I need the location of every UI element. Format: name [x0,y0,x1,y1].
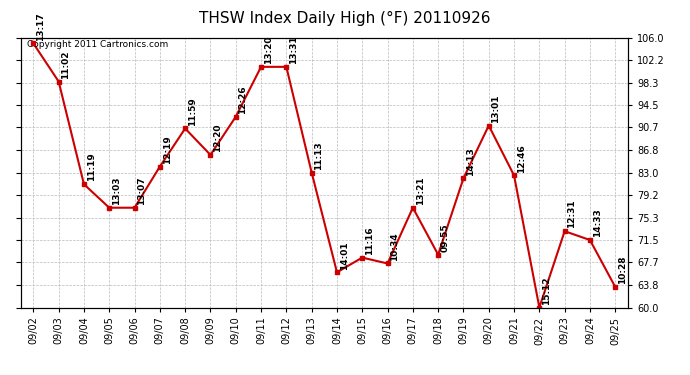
Text: 10:34: 10:34 [391,232,400,261]
Text: Copyright 2011 Cartronics.com: Copyright 2011 Cartronics.com [27,40,168,49]
Text: THSW Index Daily High (°F) 20110926: THSW Index Daily High (°F) 20110926 [199,11,491,26]
Text: 13:03: 13:03 [112,177,121,205]
Text: 14:01: 14:01 [339,241,348,270]
Text: 10:28: 10:28 [618,256,627,284]
Text: 14:13: 14:13 [466,147,475,176]
Text: 13:07: 13:07 [137,176,146,205]
Text: 11:02: 11:02 [61,50,70,79]
Text: 11:19: 11:19 [87,153,96,182]
Text: 11:13: 11:13 [315,141,324,170]
Text: 11:16: 11:16 [365,226,374,255]
Text: 11:59: 11:59 [188,97,197,126]
Text: 13:17: 13:17 [36,12,45,40]
Text: 13:01: 13:01 [491,94,500,123]
Text: 12:20: 12:20 [213,124,222,152]
Text: 12:46: 12:46 [517,144,526,172]
Text: 15:12: 15:12 [542,276,551,305]
Text: 14:33: 14:33 [593,209,602,237]
Text: 13:31: 13:31 [289,36,298,64]
Text: 12:26: 12:26 [239,86,248,114]
Text: 12:31: 12:31 [567,200,576,228]
Text: 13:20: 13:20 [264,36,273,64]
Text: 13:21: 13:21 [415,176,424,205]
Text: 12:19: 12:19 [163,135,172,164]
Text: 09:55: 09:55 [441,223,450,252]
